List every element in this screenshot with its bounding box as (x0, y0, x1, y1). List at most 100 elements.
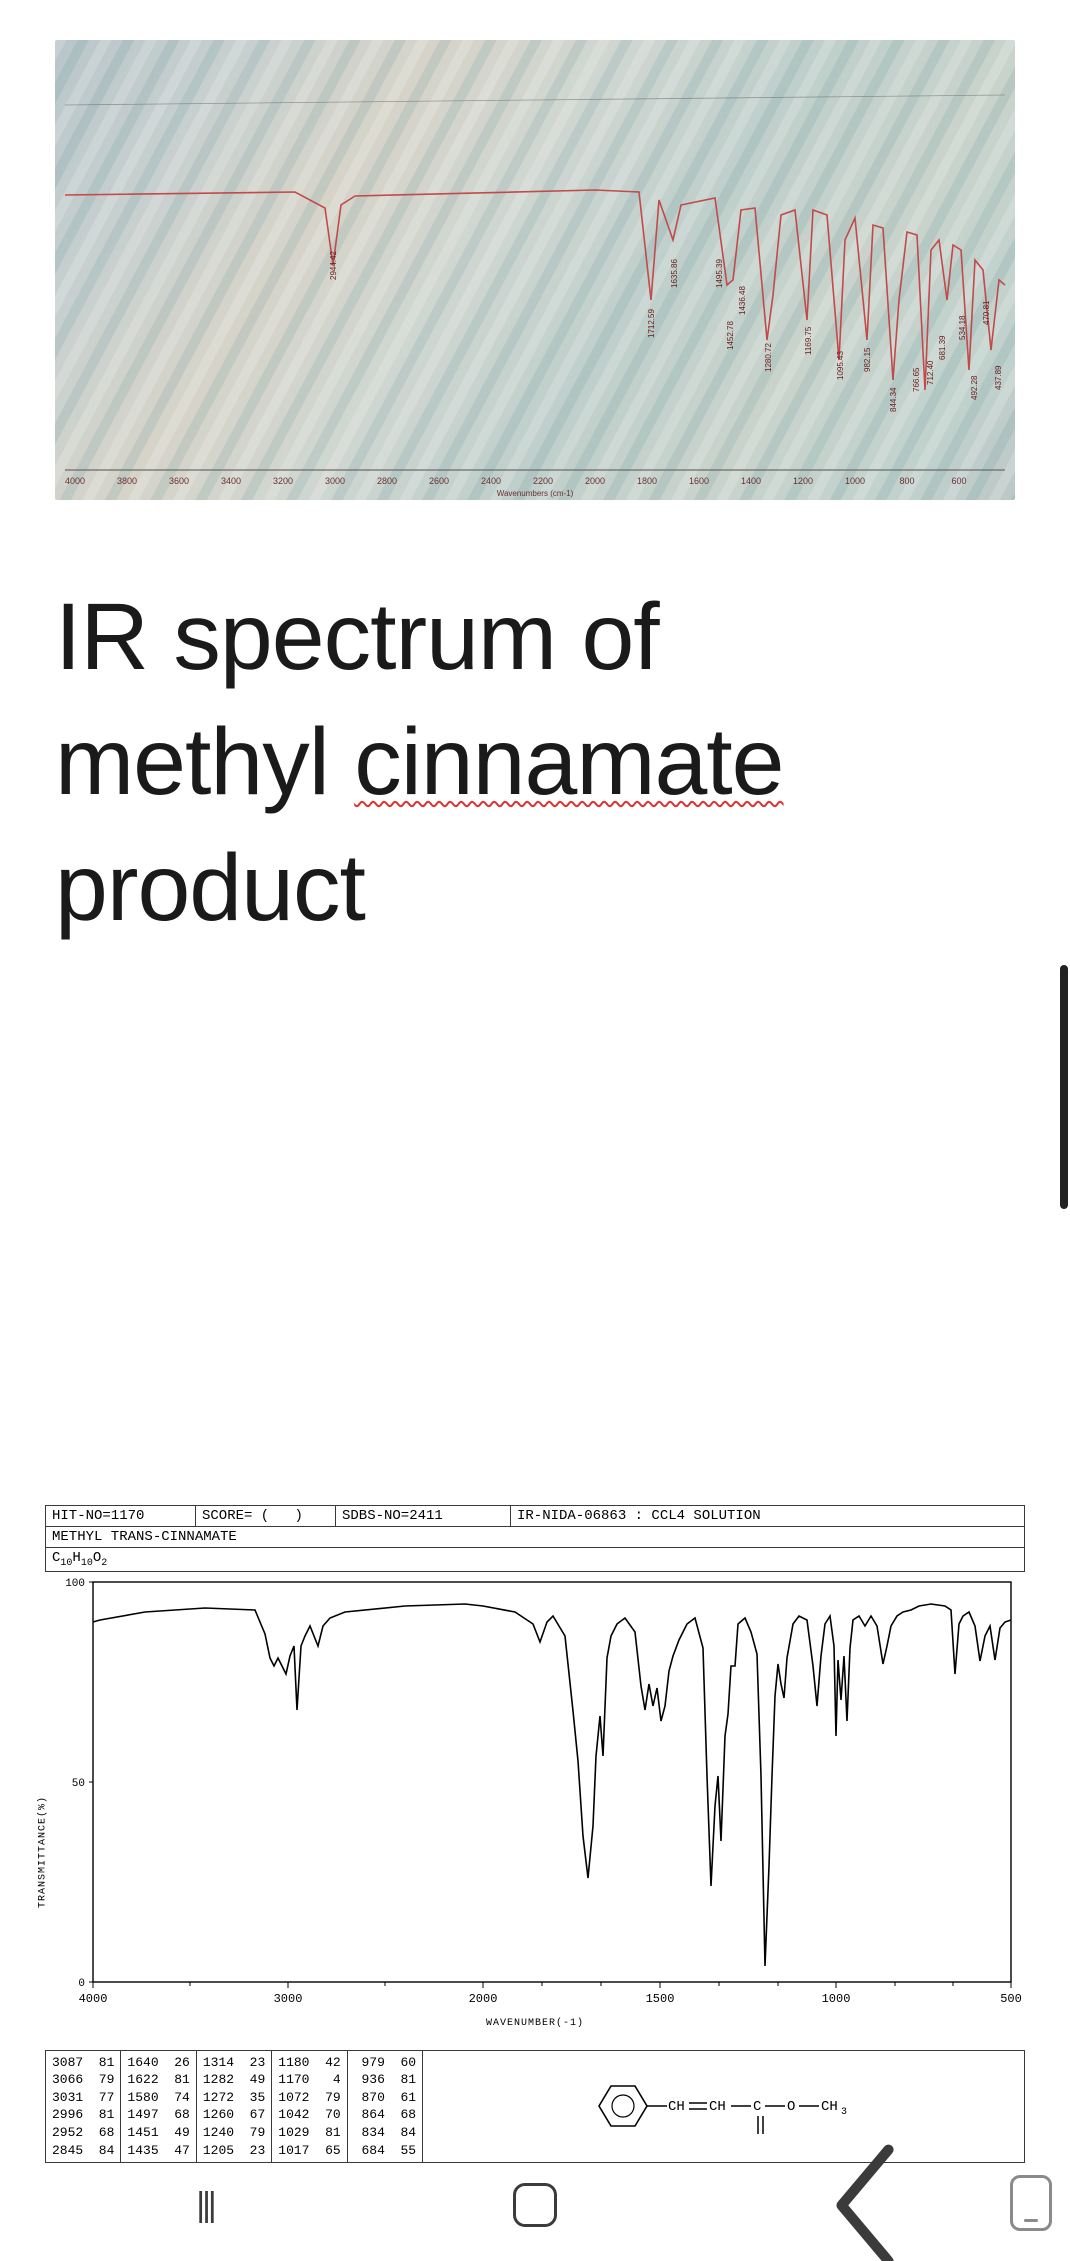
svg-text:2400: 2400 (481, 476, 501, 486)
svg-text:100: 100 (65, 1578, 85, 1590)
svg-text:534.18: 534.18 (958, 315, 967, 340)
svg-text:982.15: 982.15 (863, 347, 872, 372)
reference-card: HIT-NO=1170 SCORE= ( ) SDBS-NO=2411 IR-N… (45, 1505, 1025, 2163)
svg-text:437.89: 437.89 (994, 365, 1003, 390)
peak-value: 3087 81 (52, 2054, 114, 2072)
svg-text:1095.43: 1095.43 (836, 351, 845, 380)
peak-value: 3031 77 (52, 2089, 114, 2107)
caption-line2b: cinnamate (354, 709, 783, 815)
svg-text:1495.39: 1495.39 (715, 259, 724, 288)
peak-value: 870 61 (354, 2089, 416, 2107)
svg-text:2800: 2800 (377, 476, 397, 486)
caption-line1: IR spectrum of (55, 584, 659, 690)
peak-value: 864 68 (354, 2106, 416, 2124)
caption-line3: product (55, 835, 365, 941)
svg-text:1436.48: 1436.48 (738, 286, 747, 315)
nav-recent-button[interactable]: ||| (164, 2180, 246, 2230)
peak-value: 1072 79 (278, 2089, 340, 2107)
svg-text:1169.75: 1169.75 (804, 326, 813, 355)
svg-text:CH: CH (709, 2099, 726, 2115)
peak-value: 3066 79 (52, 2071, 114, 2089)
peak-value: 1240 79 (203, 2124, 265, 2142)
peak-col-3: 1180 421170 41072 791042 701029 811017 6… (272, 2051, 347, 2162)
peak-value: 1170 4 (278, 2071, 340, 2089)
peak-value: 1180 42 (278, 2054, 340, 2072)
peak-value: 2996 81 (52, 2106, 114, 2124)
ref-xlabel: WAVENUMBER(-1) (486, 2018, 584, 2029)
phone-navbar: ||| (0, 2149, 1070, 2261)
svg-text:470.81: 470.81 (982, 300, 991, 325)
peak-value: 1451 49 (127, 2124, 189, 2142)
peak-value: 1272 35 (203, 2089, 265, 2107)
svg-text:3000: 3000 (274, 1992, 303, 2006)
svg-text:1712.59: 1712.59 (647, 309, 656, 338)
peak-col-4: 979 60 936 81 870 61 864 68 834 84 684 5… (348, 2051, 423, 2162)
peak-col-2: 1314 231282 491272 351260 671240 791205 … (197, 2051, 272, 2162)
svg-text:C: C (753, 2099, 761, 2115)
peak-value: 1580 74 (127, 2089, 189, 2107)
svg-text:2000: 2000 (469, 1992, 498, 2006)
svg-text:4000: 4000 (79, 1992, 108, 2006)
structure-svg: CH CH C O CH 3 (579, 2064, 869, 2148)
peak-value: 834 84 (354, 2124, 416, 2142)
svg-text:3800: 3800 (117, 476, 137, 486)
svg-text:0: 0 (78, 1978, 85, 1990)
page-root: 400038003600 340032003000 280026002400 2… (0, 0, 1070, 2261)
ref-spectrum-trace (93, 1604, 1011, 1966)
svg-text:1200: 1200 (793, 476, 813, 486)
svg-text:CH: CH (821, 2099, 838, 2115)
top-spectrum-photo: 400038003600 340032003000 280026002400 2… (55, 40, 1015, 500)
peak-col-0: 3087 813066 793031 772996 812952 682845 … (46, 2051, 121, 2162)
svg-text:2600: 2600 (429, 476, 449, 486)
svg-text:1500: 1500 (646, 1992, 675, 2006)
peak-value: 1282 49 (203, 2071, 265, 2089)
svg-text:1600: 1600 (689, 476, 709, 486)
svg-text:2944.42: 2944.42 (329, 251, 338, 280)
scroll-indicator[interactable] (1060, 965, 1068, 1209)
ref-xticks: 4000 3000 2000 1500 1000 500 (79, 1982, 1022, 2006)
nav-home-button[interactable] (494, 2180, 576, 2230)
svg-text:600: 600 (951, 476, 966, 486)
svg-text:1452.78: 1452.78 (726, 321, 735, 350)
svg-text:681.39: 681.39 (938, 335, 947, 360)
peak-value: 1622 81 (127, 2071, 189, 2089)
peak-value: 2952 68 (52, 2124, 114, 2142)
svg-text:766.65: 766.65 (912, 367, 921, 392)
svg-text:50: 50 (72, 1778, 85, 1790)
reference-header: HIT-NO=1170 SCORE= ( ) SDBS-NO=2411 IR-N… (45, 1505, 1025, 1527)
svg-text:4000: 4000 (65, 476, 85, 486)
svg-text:2200: 2200 (533, 476, 553, 486)
peak-value: 1042 70 (278, 2106, 340, 2124)
svg-text:1000: 1000 (845, 476, 865, 486)
top-spectrum-svg: 400038003600 340032003000 280026002400 2… (55, 40, 1015, 500)
ref-irnida: IR-NIDA-06863 : CCL4 SOLUTION (511, 1506, 1024, 1526)
svg-text:1280.72: 1280.72 (764, 343, 773, 372)
peak-value: 1260 67 (203, 2106, 265, 2124)
reference-plot: TRANSMITTANCE(%) 100 50 0 4000 3000 2000… (45, 1576, 1025, 2016)
svg-text:712.40: 712.40 (926, 360, 935, 385)
svg-text:800: 800 (899, 476, 914, 486)
svg-text:3400: 3400 (221, 476, 241, 486)
svg-text:CH: CH (668, 2099, 685, 2115)
caption-block: IR spectrum of methyl cinnamate product (55, 575, 1015, 951)
svg-text:492.28: 492.28 (970, 375, 979, 400)
top-spectrum-xlabel: Wavenumbers (cm-1) (497, 489, 574, 498)
svg-text:844.34: 844.34 (889, 387, 898, 412)
svg-text:3: 3 (841, 2107, 847, 2118)
ref-yticks: 100 50 0 (65, 1578, 93, 1990)
svg-text:O: O (787, 2099, 795, 2115)
nav-side-panel-button[interactable] (1010, 2175, 1052, 2231)
caption-line2a: methyl (55, 709, 354, 815)
peak-value: 1640 26 (127, 2054, 189, 2072)
svg-text:3600: 3600 (169, 476, 189, 486)
svg-text:1635.86: 1635.86 (670, 259, 679, 288)
peak-col-1: 1640 261622 811580 741497 681451 491435 … (121, 2051, 196, 2162)
svg-text:500: 500 (1000, 1992, 1022, 2006)
svg-text:3000: 3000 (325, 476, 345, 486)
ref-hit: HIT-NO=1170 (46, 1506, 196, 1526)
ref-compound: METHYL TRANS-CINNAMATE (45, 1527, 1025, 1548)
svg-text:2000: 2000 (585, 476, 605, 486)
svg-text:1400: 1400 (741, 476, 761, 486)
back-icon (824, 2138, 906, 2261)
nav-back-button[interactable] (824, 2180, 906, 2230)
